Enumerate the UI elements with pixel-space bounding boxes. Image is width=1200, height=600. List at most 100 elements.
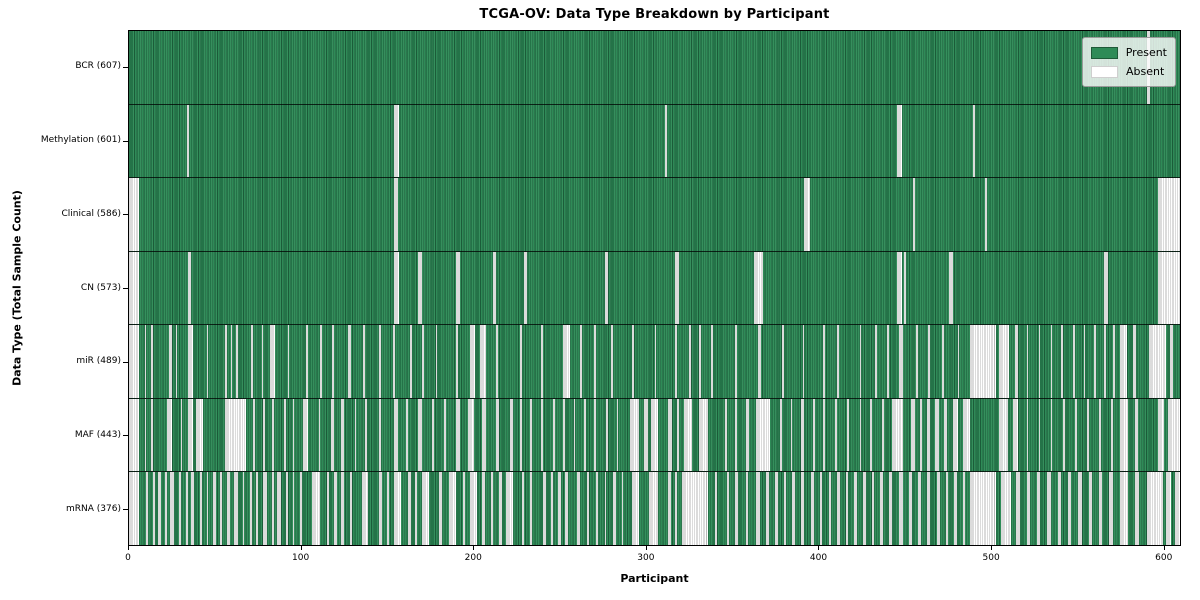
- absent-stripe: [792, 472, 795, 546]
- absent-stripe: [272, 472, 274, 546]
- absent-stripe: [1050, 398, 1053, 472]
- absent-stripe: [144, 398, 147, 472]
- absent-stripe: [1074, 398, 1077, 472]
- absent-stripe: [285, 472, 289, 546]
- absent-stripe: [1078, 472, 1082, 546]
- absent-stripe: [668, 472, 671, 546]
- legend-item-present: Present: [1091, 43, 1167, 62]
- absent-stripe: [292, 472, 295, 546]
- y-tick-label-clinical: Clinical (586): [61, 208, 121, 219]
- y-tick-label-cn: CN (573): [80, 282, 121, 293]
- absent-stripe: [945, 472, 949, 546]
- y-tick-mark: [123, 140, 128, 142]
- absent-stripe: [651, 398, 658, 472]
- legend: Present Absent: [1082, 37, 1176, 87]
- absent-stripe: [392, 325, 396, 398]
- absent-stripe: [482, 398, 486, 472]
- absent-stripe: [158, 472, 161, 546]
- absent-stripe: [632, 325, 634, 398]
- absent-stripe: [613, 472, 616, 546]
- absent-stripe: [347, 325, 352, 398]
- absent-stripe: [969, 325, 996, 398]
- absent-stripe: [594, 398, 596, 472]
- absent-stripe: [881, 398, 884, 472]
- absent-stripe: [595, 472, 599, 546]
- absent-stripe: [1119, 325, 1127, 398]
- y-tick-label-bcr: BCR (607): [75, 61, 121, 72]
- absent-stripe: [1157, 251, 1180, 325]
- absent-stripe: [711, 325, 714, 398]
- absent-stripe: [859, 398, 862, 472]
- absent-stripe: [1083, 325, 1086, 398]
- absent-stripe: [387, 472, 390, 546]
- absent-stripe: [1088, 472, 1093, 546]
- absent-stripe: [349, 472, 353, 546]
- absent-stripe: [178, 472, 181, 546]
- absent-stripe: [1099, 398, 1101, 472]
- absent-stripe: [745, 472, 749, 546]
- x-tick-label: 100: [292, 553, 310, 563]
- absent-stripe: [912, 178, 915, 251]
- absent-stripe: [887, 325, 889, 398]
- absent-stripe: [1038, 325, 1041, 398]
- absent-stripe: [926, 398, 931, 472]
- absent-stripe: [151, 325, 154, 398]
- absent-stripe: [303, 398, 309, 472]
- absent-stripe: [899, 325, 903, 398]
- absent-stripe: [306, 325, 309, 398]
- absent-stripe: [611, 325, 614, 398]
- absent-stripe: [470, 325, 476, 398]
- absent-stripe: [129, 398, 140, 472]
- absent-stripe: [225, 398, 247, 472]
- absent-stripe: [904, 251, 907, 325]
- absent-stripe: [735, 325, 738, 398]
- absent-stripe: [520, 398, 522, 472]
- absent-stripe: [495, 398, 500, 472]
- absent-stripe: [766, 472, 770, 546]
- absent-stripe: [394, 472, 402, 546]
- absent-stripe: [492, 251, 496, 325]
- absent-stripe: [952, 398, 958, 472]
- y-tick-label-maf: MAF (443): [74, 429, 121, 440]
- absent-stripe: [837, 472, 840, 546]
- absent-stripe: [813, 398, 815, 472]
- absent-stripe: [854, 472, 857, 546]
- absent-stripe: [256, 472, 259, 546]
- absent-stripe: [632, 472, 639, 546]
- absent-stripe: [540, 325, 543, 398]
- absent-stripe: [1104, 325, 1106, 398]
- absent-stripe: [1026, 472, 1031, 546]
- absent-stripe: [186, 104, 190, 178]
- absent-stripe: [1166, 472, 1172, 546]
- absent-stripe: [506, 472, 514, 546]
- heatmap-row-maf: [129, 398, 1180, 473]
- absent-stripe: [175, 325, 178, 398]
- absent-stripe: [606, 398, 608, 472]
- absent-stripe: [418, 398, 422, 472]
- x-tick-mark: [473, 546, 475, 550]
- absent-stripe: [911, 398, 915, 472]
- y-tick-mark: [123, 361, 128, 363]
- absent-stripe: [918, 472, 921, 546]
- x-tick-mark: [818, 546, 820, 550]
- absent-stripe: [892, 398, 903, 472]
- absent-stripe: [869, 398, 872, 472]
- absent-stripe: [999, 325, 1010, 398]
- absent-stripe: [1026, 398, 1029, 472]
- absent-stripe: [621, 472, 624, 546]
- absent-stripe: [456, 251, 460, 325]
- absent-stripe: [394, 104, 399, 178]
- heatmap-row-bcr: [129, 31, 1180, 105]
- absent-stripe: [909, 472, 913, 546]
- absent-stripe: [735, 398, 738, 472]
- absent-stripe: [616, 398, 619, 472]
- absent-stripe: [363, 325, 366, 398]
- absent-stripe: [664, 104, 667, 178]
- absent-stripe: [916, 325, 919, 398]
- legend-item-absent: Absent: [1091, 62, 1167, 81]
- absent-stripe: [332, 325, 335, 398]
- absent-stripe: [153, 472, 155, 546]
- absent-stripe: [520, 325, 522, 398]
- absent-stripe: [456, 398, 460, 472]
